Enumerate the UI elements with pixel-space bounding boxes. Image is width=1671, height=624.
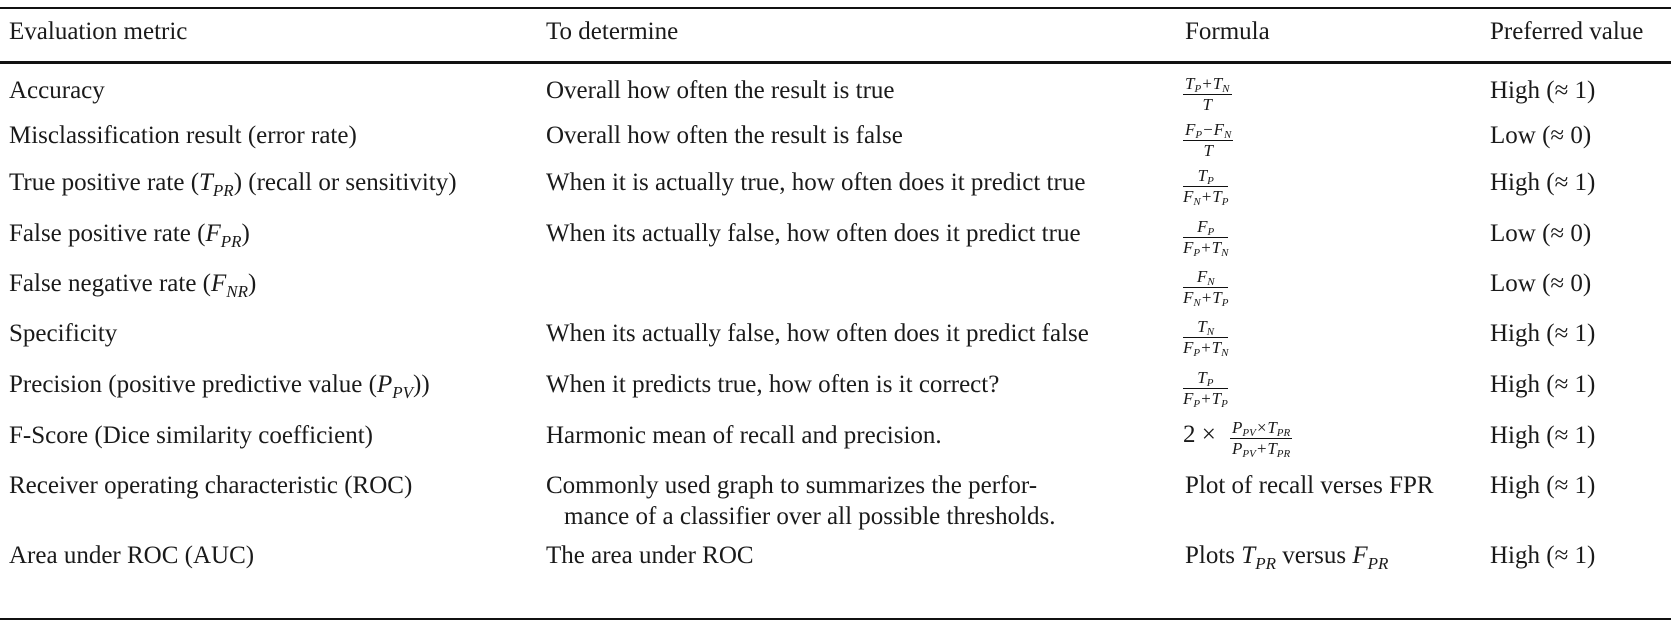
metric-subscript: PR [212,181,234,200]
preferred-roc: High (≈ 1) [1490,472,1596,499]
formula-auc: Plots TPR versus FPR [1185,541,1389,573]
preferred-specificity: High (≈ 1) [1490,320,1596,347]
metric-auc: Area under ROC (AUC) [9,542,255,569]
formula-roc: Plot of recall verses FPR [1185,472,1434,499]
metric-subscript: NR [226,282,249,301]
formula-text: versus [1275,542,1353,569]
metric-text: False negative rate ( [9,270,211,297]
metric-precision: Precision (positive predictive value (PP… [9,370,430,402]
formula-subscript: PR [1255,554,1276,573]
determine-precision: When it predicts true, how often is it c… [546,371,1000,398]
formula-specificity: TN FP+TN [1183,317,1229,359]
preferred-false-negative-rate: Low (≈ 0) [1490,270,1592,297]
metric-f-score: F-Score (Dice similarity coefficient) [9,422,373,449]
metric-text: Precision (positive predictive value ( [9,371,377,398]
formula-true-positive-rate: TP FN+TP [1183,166,1229,208]
metric-text: ) [241,220,250,247]
preferred-f-score: High (≈ 1) [1490,422,1596,449]
table-header-rule [0,61,1671,64]
metric-text: ) (recall or sensitivity) [233,169,457,196]
formula-false-positive-rate: FP FP+TN [1183,217,1229,259]
metric-text: )) [413,371,430,398]
metric-subscript: PR [220,232,242,251]
preferred-precision: High (≈ 1) [1490,371,1596,398]
metric-text: True positive rate ( [9,169,200,196]
header-to-determine: To determine [546,18,679,45]
formula-f-score-prefix: 2 × [1183,421,1216,448]
formula-misclassification: FP−FN T [1183,120,1234,160]
metric-specificity: Specificity [9,320,118,347]
determine-f-score: Harmonic mean of recall and precision. [546,422,942,449]
formula-text: Plots [1185,542,1242,569]
metric-text: False positive rate ( [9,220,206,247]
determine-accuracy: Overall how often the result is true [546,77,895,104]
determine-roc-line1: Commonly used graph to summarizes the pe… [546,472,1038,499]
formula-false-negative-rate: FN FN+TP [1183,267,1229,309]
preferred-misclassification: Low (≈ 0) [1490,122,1592,149]
metric-true-positive-rate: True positive rate (TPR) (recall or sens… [9,168,457,200]
preferred-true-positive-rate: High (≈ 1) [1490,169,1596,196]
metric-symbol: F [205,220,221,247]
metric-symbol: P [376,371,393,398]
formula-precision: TP FP+TP [1183,368,1228,410]
metric-false-positive-rate: False positive rate (FPR) [9,219,250,251]
header-preferred-value: Preferred value [1490,18,1644,45]
metric-symbol: T [199,169,213,196]
preferred-auc: High (≈ 1) [1490,542,1596,569]
metric-accuracy: Accuracy [9,77,105,104]
formula-subscript: PR [1367,554,1389,573]
header-formula: Formula [1185,18,1270,45]
formula-accuracy: TP+TN T [1183,74,1232,114]
determine-auc: The area under ROC [546,542,754,569]
formula-f-score: PPV×TPR PPV+TPR [1230,418,1293,460]
metric-text: ) [248,270,257,297]
metric-subscript: PV [392,383,414,402]
determine-specificity: When its actually false, how often does … [546,320,1089,347]
formula-symbol: F [1352,542,1368,569]
determine-false-positive-rate: When its actually false, how often does … [546,220,1081,247]
determine-misclassification: Overall how often the result is false [546,122,903,149]
preferred-accuracy: High (≈ 1) [1490,77,1596,104]
metric-roc: Receiver operating characteristic (ROC) [9,472,413,499]
table-bottom-rule [0,618,1671,620]
formula-symbol: T [1241,542,1256,569]
metric-symbol: F [211,270,227,297]
metric-misclassification: Misclassification result (error rate) [9,122,357,149]
header-evaluation-metric: Evaluation metric [9,18,188,45]
determine-roc-line2: mance of a classifier over all possible … [564,503,1056,530]
determine-true-positive-rate: When it is actually true, how often does… [546,169,1086,196]
preferred-false-positive-rate: Low (≈ 0) [1490,220,1592,247]
table-top-rule [0,7,1671,9]
metric-false-negative-rate: False negative rate (FNR) [9,269,257,301]
